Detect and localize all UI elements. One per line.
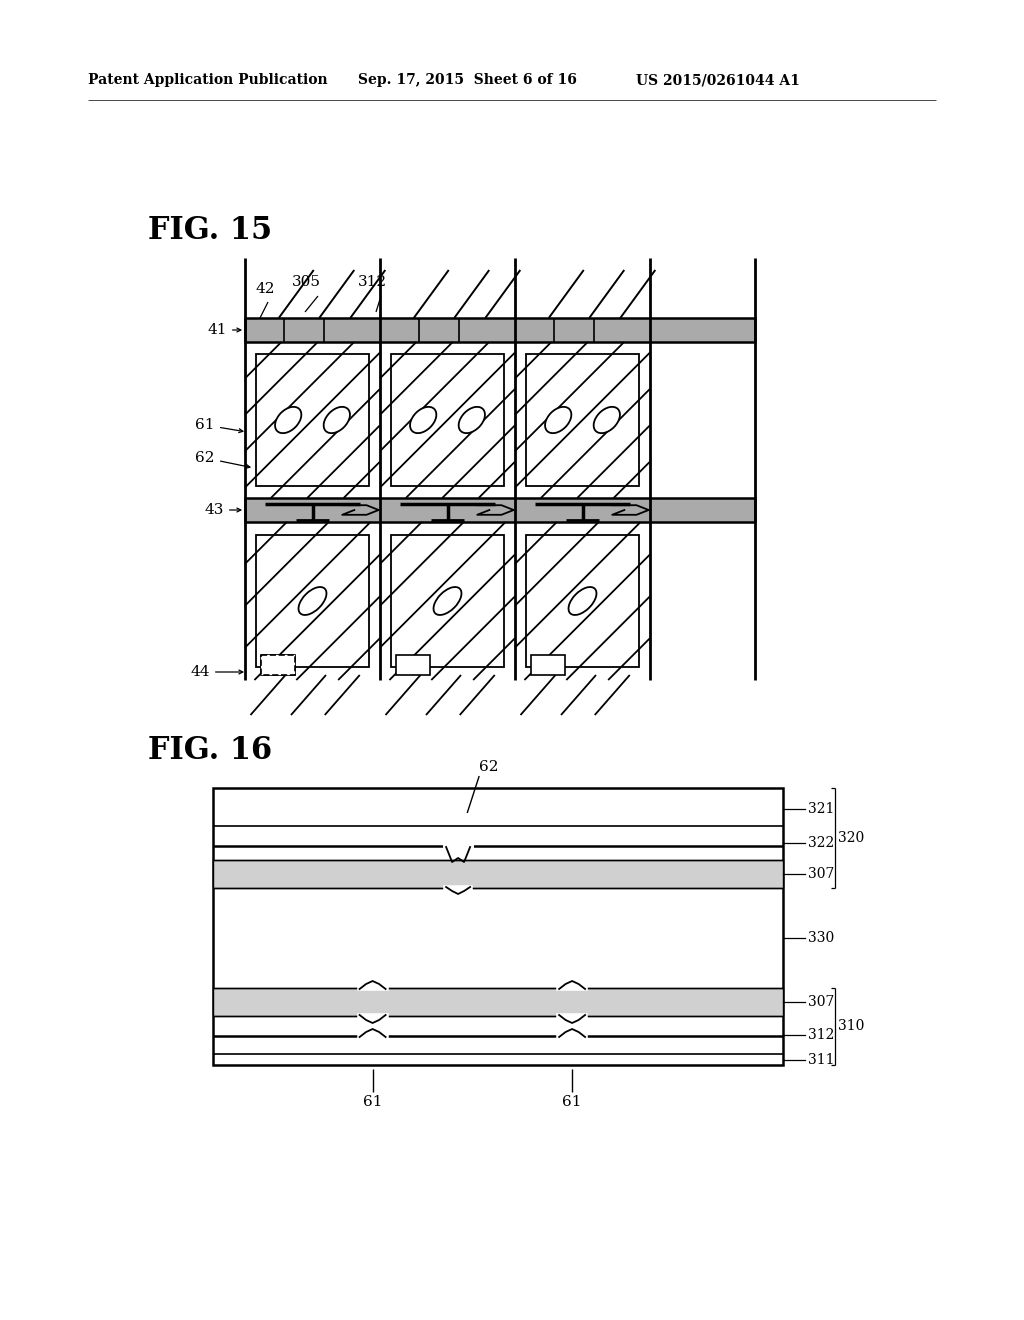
Text: 41: 41 [208, 323, 241, 337]
Ellipse shape [459, 407, 485, 433]
Bar [525, 355, 639, 486]
Ellipse shape [410, 407, 436, 433]
Ellipse shape [568, 587, 597, 615]
Bar [245, 498, 755, 521]
Text: 42: 42 [256, 282, 275, 296]
Text: 61: 61 [562, 1096, 582, 1109]
Bar [213, 788, 783, 1065]
Text: 311: 311 [808, 1052, 835, 1067]
Bar [525, 535, 639, 668]
Bar [213, 861, 783, 888]
Ellipse shape [433, 587, 462, 615]
Text: 330: 330 [808, 931, 835, 945]
Bar [391, 355, 504, 486]
Text: 305: 305 [292, 275, 321, 289]
Text: US 2015/0261044 A1: US 2015/0261044 A1 [636, 73, 800, 87]
Bar [256, 355, 370, 486]
Text: 322: 322 [808, 836, 835, 850]
Text: FIG. 15: FIG. 15 [148, 215, 272, 246]
Text: 62: 62 [196, 451, 250, 469]
Bar [213, 987, 783, 1016]
Text: 61: 61 [362, 1096, 382, 1109]
Text: 307: 307 [808, 867, 835, 880]
Bar [261, 655, 295, 675]
Bar [391, 535, 504, 668]
Ellipse shape [324, 407, 350, 433]
Text: 312: 312 [358, 275, 387, 289]
Text: 321: 321 [808, 803, 835, 816]
Text: 312: 312 [808, 1028, 835, 1041]
Ellipse shape [299, 587, 327, 615]
Text: Patent Application Publication: Patent Application Publication [88, 73, 328, 87]
Ellipse shape [594, 407, 620, 433]
Bar [256, 535, 370, 668]
Bar [531, 655, 565, 675]
Bar [245, 318, 755, 342]
Text: 320: 320 [838, 832, 864, 845]
Text: FIG. 16: FIG. 16 [148, 735, 272, 766]
Text: 62: 62 [479, 760, 499, 774]
Text: 43: 43 [205, 503, 241, 517]
Text: 44: 44 [190, 665, 243, 678]
Ellipse shape [545, 407, 571, 433]
Ellipse shape [275, 407, 301, 433]
Bar [261, 655, 295, 675]
Text: 61: 61 [196, 418, 243, 433]
Text: 307: 307 [808, 995, 835, 1008]
Text: Sep. 17, 2015  Sheet 6 of 16: Sep. 17, 2015 Sheet 6 of 16 [358, 73, 577, 87]
Bar [396, 655, 430, 675]
Text: 310: 310 [838, 1019, 864, 1034]
